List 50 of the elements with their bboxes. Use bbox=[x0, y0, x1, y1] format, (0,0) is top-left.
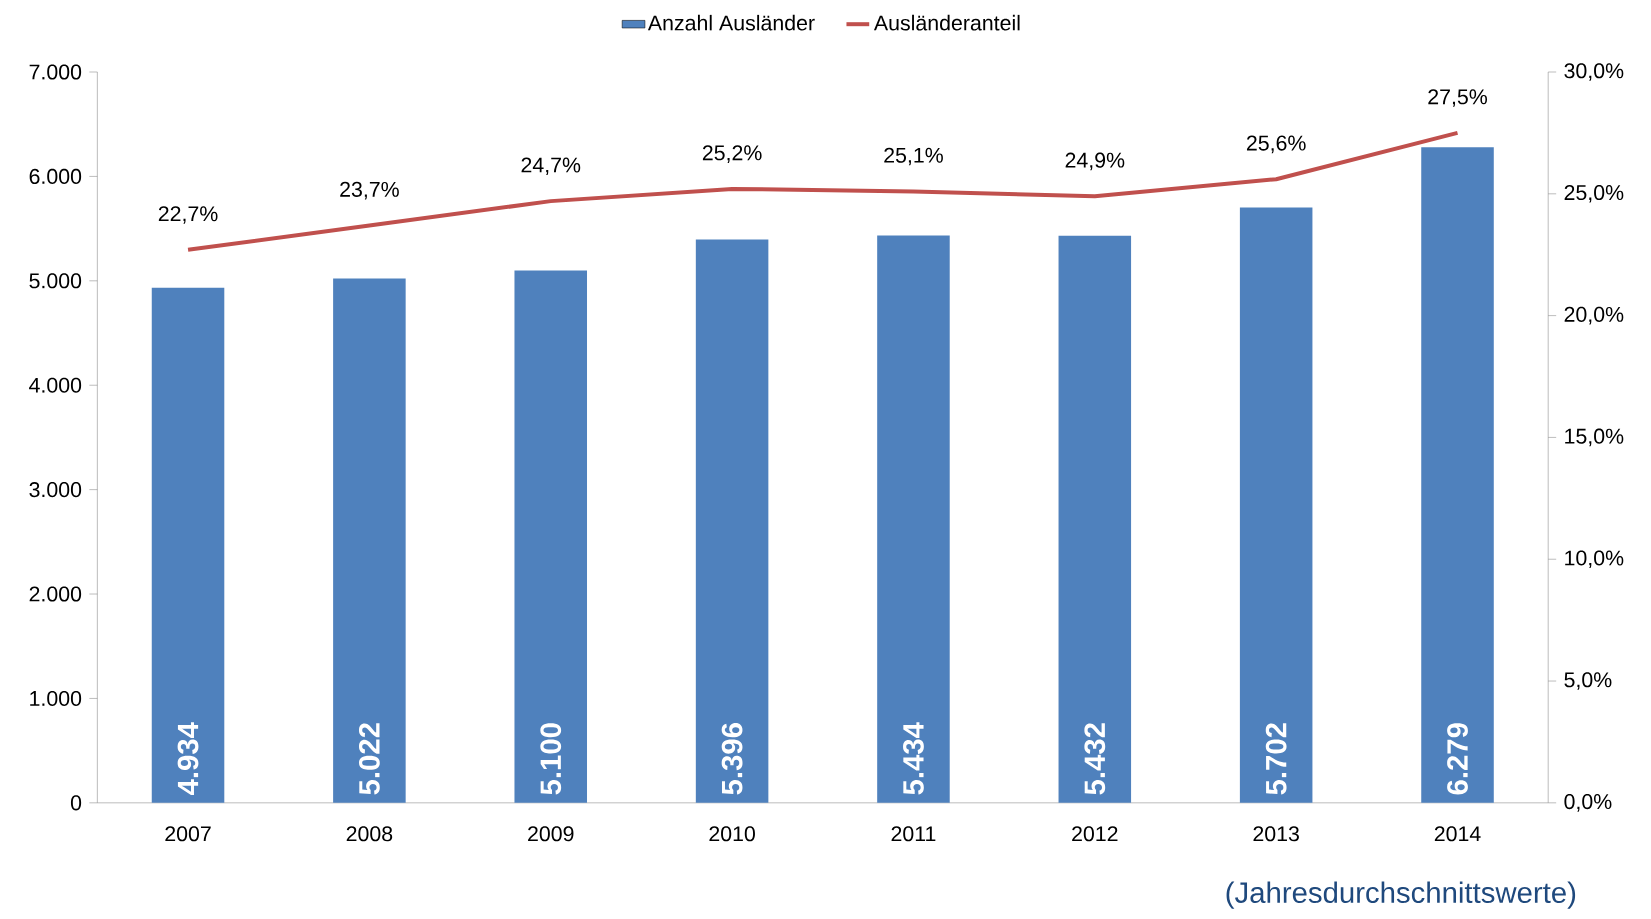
bar bbox=[1239, 207, 1313, 803]
bar bbox=[877, 235, 950, 803]
y-tick-label: 4.000 bbox=[29, 377, 82, 393]
data-label: 5.432 bbox=[1084, 723, 1106, 795]
y2-tick-label: 10,0% bbox=[1565, 550, 1624, 569]
y-tick-label: 7.000 bbox=[29, 64, 82, 80]
data-label: 22,7% bbox=[158, 206, 218, 224]
data-label: 5.434 bbox=[903, 722, 924, 795]
data-label: 23,7% bbox=[340, 181, 399, 200]
y2-tick-label: 5,0% bbox=[1564, 672, 1612, 690]
x-tick-label: 2009 bbox=[528, 826, 574, 842]
data-label: 24,7% bbox=[521, 157, 581, 176]
data-label: 24,9% bbox=[1065, 152, 1125, 171]
y2-tick-label: 20,0% bbox=[1564, 306, 1624, 325]
x-tick-label: 2014 bbox=[1434, 826, 1481, 842]
x-tick-label: 2012 bbox=[1072, 826, 1118, 842]
x-tick-label: 2011 bbox=[891, 826, 936, 842]
bar bbox=[333, 278, 406, 803]
bar bbox=[514, 270, 588, 803]
legend-label: Ausländeranteil bbox=[873, 14, 1020, 31]
data-label: 5.100 bbox=[540, 723, 562, 795]
data-label: 25,6% bbox=[1246, 135, 1306, 154]
data-label: 4.934 bbox=[177, 722, 199, 796]
y2-tick-label: 30,0% bbox=[1564, 63, 1624, 81]
y2-tick-label: 25,0% bbox=[1564, 185, 1624, 203]
bar bbox=[1058, 235, 1132, 803]
x-tick-label: 2007 bbox=[165, 826, 211, 842]
data-label: 5.702 bbox=[1265, 723, 1287, 795]
y-tick-label: 2.000 bbox=[29, 586, 82, 602]
y-tick-label: 6.000 bbox=[29, 168, 82, 185]
y-tick-label: 0 bbox=[70, 795, 82, 811]
y2-tick-label: 0,0% bbox=[1564, 794, 1612, 812]
data-label: 5.396 bbox=[721, 723, 743, 795]
x-tick-label: 2013 bbox=[1253, 826, 1299, 842]
text: (Jahresdurchschnittswerte) bbox=[1226, 881, 1576, 909]
data-label: 25,1% bbox=[884, 147, 943, 166]
y-tick-label: 5.000 bbox=[29, 273, 82, 289]
bar bbox=[1421, 147, 1494, 803]
bar bbox=[151, 287, 225, 803]
data-label: 27,5% bbox=[1428, 89, 1487, 107]
x-tick-label: 2008 bbox=[346, 826, 393, 842]
y2-tick-label: 15,0% bbox=[1565, 428, 1624, 447]
data-label: 6.279 bbox=[1447, 723, 1468, 795]
bar bbox=[695, 239, 769, 803]
legend-label: Anzahl Ausländer bbox=[647, 14, 815, 31]
x-tick-label: 2010 bbox=[709, 826, 755, 842]
y-tick-label: 3.000 bbox=[29, 482, 82, 498]
data-label: 25,2% bbox=[702, 145, 762, 163]
data-label: 5.022 bbox=[358, 723, 380, 795]
y-tick-label: 1.000 bbox=[30, 690, 82, 707]
